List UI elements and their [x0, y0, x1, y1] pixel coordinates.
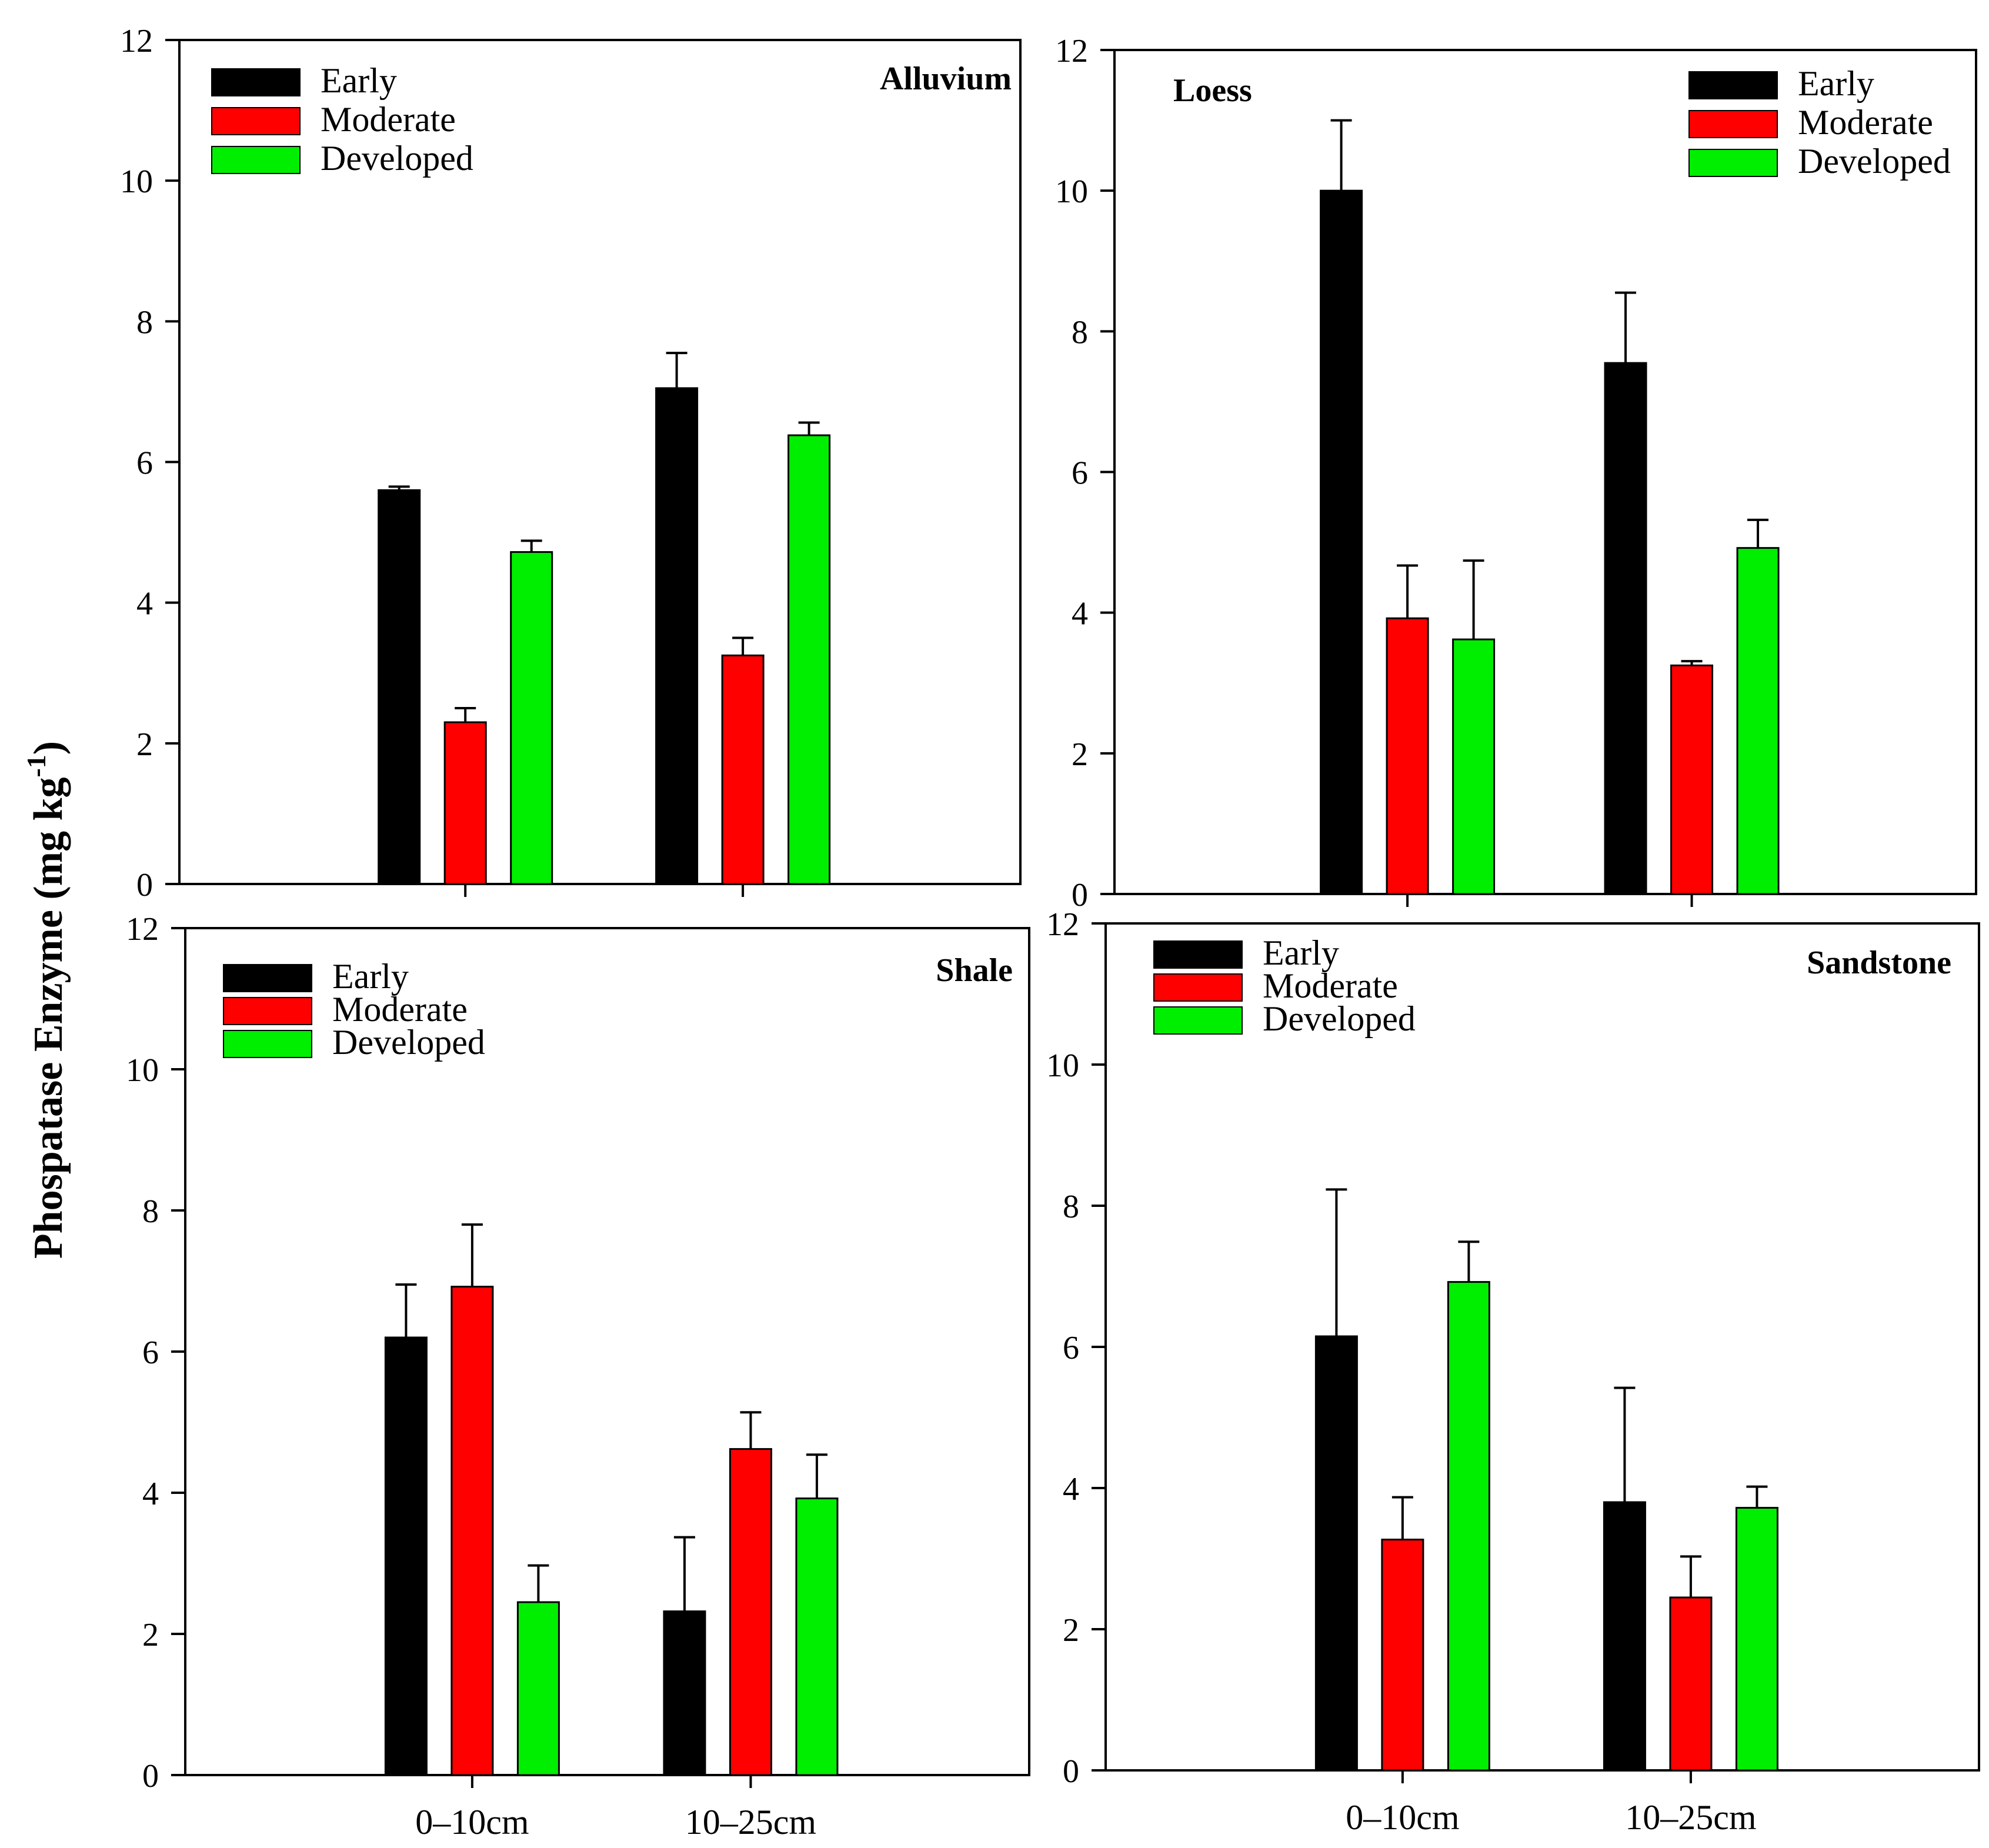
y-tick-label: 12	[1055, 33, 1088, 69]
panels: 024681012AlluviumEarlyModerateDeveloped0…	[120, 23, 1980, 1842]
legend-swatch	[223, 1030, 312, 1058]
panel-sandstone: 0 2 4 6 8 10 12 Sandstone EarlyModerateDeveloped…	[1046, 906, 1980, 1837]
x-tick-label: 10–25cm	[685, 1803, 816, 1842]
bar-developed	[516, 1601, 560, 1776]
y-tick-label: 0	[1072, 877, 1088, 913]
legend-swatch	[223, 964, 312, 992]
legend-label: Early	[321, 61, 397, 100]
bar-early	[663, 1610, 706, 1776]
legend-swatch	[1688, 149, 1778, 177]
bar-developed	[1447, 1281, 1490, 1772]
legend-swatch	[1153, 1006, 1243, 1035]
y-tick-label: 6	[136, 445, 153, 482]
legend-swatch	[223, 997, 312, 1025]
legend-label: Early	[1263, 933, 1339, 972]
bar-early	[378, 489, 421, 885]
bar-developed	[787, 434, 831, 885]
legend-swatch	[211, 146, 301, 174]
y-axis-label: Phospatase Enzyme (mg kg-1)	[21, 741, 71, 1259]
bar-moderate	[443, 721, 487, 885]
bar-early	[1604, 362, 1647, 895]
bar-developed	[510, 551, 553, 885]
legend-label: Moderate	[321, 100, 456, 139]
panel-title: Shale	[936, 952, 1013, 989]
bar-early	[1320, 189, 1363, 895]
y-tick-label: 10	[120, 164, 153, 200]
legend-swatch	[1688, 110, 1778, 138]
legend-swatch	[1153, 973, 1243, 1002]
bar-moderate	[1381, 1539, 1424, 1772]
y-tick-label: 8	[142, 1193, 159, 1230]
panel-title: Loess	[1173, 72, 1252, 109]
bar-moderate	[450, 1286, 494, 1776]
y-tick-label: 4	[1072, 596, 1088, 632]
y-tick-label: 2	[1063, 1612, 1079, 1649]
y-tick-label: 0	[136, 867, 153, 903]
y-tick-label: 4	[136, 586, 153, 622]
y-tick-label: 10	[1046, 1048, 1079, 1084]
y-axis-label-superscript: -1	[21, 755, 51, 777]
legend-swatch	[211, 68, 301, 96]
legend-label: Moderate	[1798, 103, 1933, 142]
y-axis-label-close: )	[26, 741, 71, 755]
legend-label: Developed	[1798, 142, 1951, 181]
y-tick-label: 2	[136, 726, 153, 763]
y-tick-label: 6	[1063, 1330, 1079, 1366]
y-tick-label: 4	[1063, 1471, 1079, 1507]
legend-label: Early	[1798, 64, 1874, 103]
y-tick-label: 6	[1072, 455, 1088, 492]
bar-moderate	[1669, 1596, 1713, 1772]
y-tick-label: 2	[142, 1617, 159, 1653]
y-tick-label: 2	[1072, 736, 1088, 773]
bar-developed	[1452, 638, 1496, 895]
y-tick-label: 8	[1072, 314, 1088, 351]
bar-moderate	[729, 1448, 772, 1776]
y-tick-label: 8	[1063, 1189, 1079, 1225]
bar-developed	[1736, 547, 1780, 895]
x-tick-label: 0–10cm	[1346, 1798, 1459, 1837]
y-tick-label: 4	[142, 1476, 159, 1512]
bar-moderate	[1670, 664, 1714, 895]
panel-title: Sandstone	[1807, 945, 1951, 981]
bar-early	[1314, 1335, 1358, 1772]
y-tick-label: 0	[142, 1758, 159, 1794]
legend-label: Moderate	[1263, 966, 1398, 1005]
bar-moderate	[721, 654, 765, 885]
bar-developed	[1735, 1507, 1778, 1772]
y-tick-label: 12	[1046, 906, 1079, 943]
x-tick-label: 10–25cm	[1625, 1798, 1756, 1837]
bar-early	[1603, 1501, 1646, 1772]
legend-swatch	[211, 107, 301, 135]
legend-label: Developed	[332, 1023, 485, 1062]
legend-label: Developed	[1263, 999, 1416, 1038]
bar-early	[384, 1336, 428, 1776]
bar-moderate	[1386, 617, 1429, 895]
legend-label: Moderate	[332, 990, 468, 1029]
legend-label: Early	[332, 957, 409, 996]
y-tick-label: 8	[136, 304, 153, 341]
bar-developed	[795, 1497, 839, 1776]
y-tick-label: 12	[126, 911, 159, 948]
panel-title: Alluvium	[880, 61, 1012, 97]
y-tick-label: 6	[142, 1335, 159, 1371]
legend-swatch	[1153, 940, 1243, 969]
y-tick-label: 10	[126, 1052, 159, 1089]
legend-swatch	[1688, 71, 1778, 99]
y-tick-label: 0	[1063, 1753, 1079, 1790]
y-tick-label: 12	[120, 23, 153, 59]
y-tick-label: 10	[1055, 174, 1088, 210]
legend-label: Developed	[321, 139, 473, 178]
bar-early	[655, 387, 699, 885]
x-tick-label: 0–10cm	[415, 1803, 529, 1842]
